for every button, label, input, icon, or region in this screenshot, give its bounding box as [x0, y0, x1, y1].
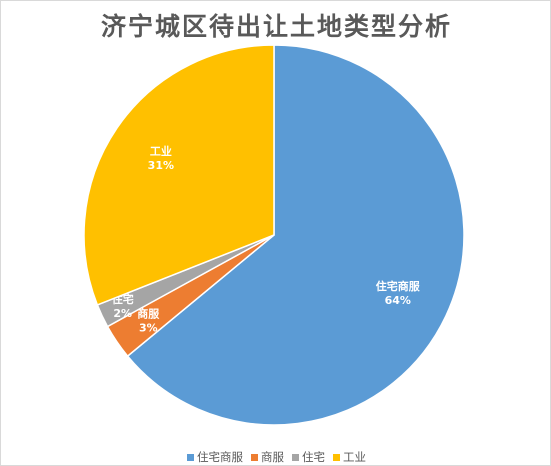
legend-swatch: [187, 453, 194, 461]
legend-item-3: 住宅: [292, 449, 325, 465]
legend-item-4: 工业: [333, 449, 366, 465]
legend-swatch: [292, 453, 299, 461]
chart-title: 济宁城区待出让土地类型分析: [100, 12, 452, 41]
legend-label: 工业: [343, 450, 366, 464]
legend-label: 住宅: [302, 450, 325, 464]
slice-value-label-2: 3%: [139, 321, 158, 334]
slice-value-label-4: 31%: [148, 159, 174, 172]
legend-label: 商服: [261, 450, 284, 464]
pie-slice-4: [83, 44, 275, 306]
slice-category-label-2: 商服: [137, 306, 160, 320]
slice-category-label-4: 工业: [150, 144, 172, 158]
pie-slice-1: [126, 44, 465, 426]
slice-category-label-1: 住宅商服: [376, 279, 421, 293]
chart-legend: 住宅商服 商服 住宅 工业: [1, 449, 551, 465]
legend-swatch: [251, 453, 258, 461]
legend-item-1: 住宅商服: [187, 449, 243, 465]
legend-swatch: [333, 453, 340, 461]
slice-value-label-3: 2%: [113, 307, 132, 320]
legend-item-2: 商服: [251, 449, 284, 465]
legend-label: 住宅商服: [197, 450, 243, 464]
slice-value-label-1: 64%: [385, 294, 411, 307]
